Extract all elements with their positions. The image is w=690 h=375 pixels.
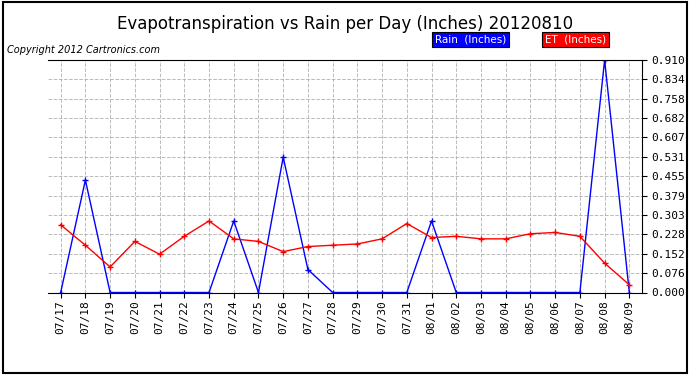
Text: Copyright 2012 Cartronics.com: Copyright 2012 Cartronics.com xyxy=(7,45,160,55)
Text: ET  (Inches): ET (Inches) xyxy=(545,34,607,44)
Text: Rain  (Inches): Rain (Inches) xyxy=(435,34,506,44)
Text: Evapotranspiration vs Rain per Day (Inches) 20120810: Evapotranspiration vs Rain per Day (Inch… xyxy=(117,15,573,33)
